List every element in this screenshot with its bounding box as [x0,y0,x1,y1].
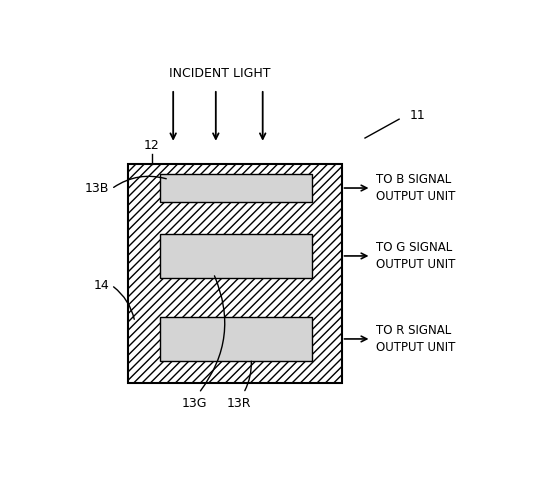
Text: 13B: 13B [85,182,109,196]
Text: 13G: 13G [182,397,207,410]
Bar [161,234,312,278]
Text: TO R SIGNAL
OUTPUT UNIT: TO R SIGNAL OUTPUT UNIT [376,324,455,354]
Bar [129,165,342,383]
Text: TO G SIGNAL
OUTPUT UNIT: TO G SIGNAL OUTPUT UNIT [376,241,455,271]
Bar [161,317,312,361]
Text: 12: 12 [144,139,159,152]
Bar [161,174,312,202]
Text: INCIDENT LIGHT: INCIDENT LIGHT [169,67,271,79]
Text: 14: 14 [94,279,109,292]
Text: TO B SIGNAL
OUTPUT UNIT: TO B SIGNAL OUTPUT UNIT [376,173,455,203]
Text: 11: 11 [410,109,426,122]
Text: 13R: 13R [227,397,251,410]
